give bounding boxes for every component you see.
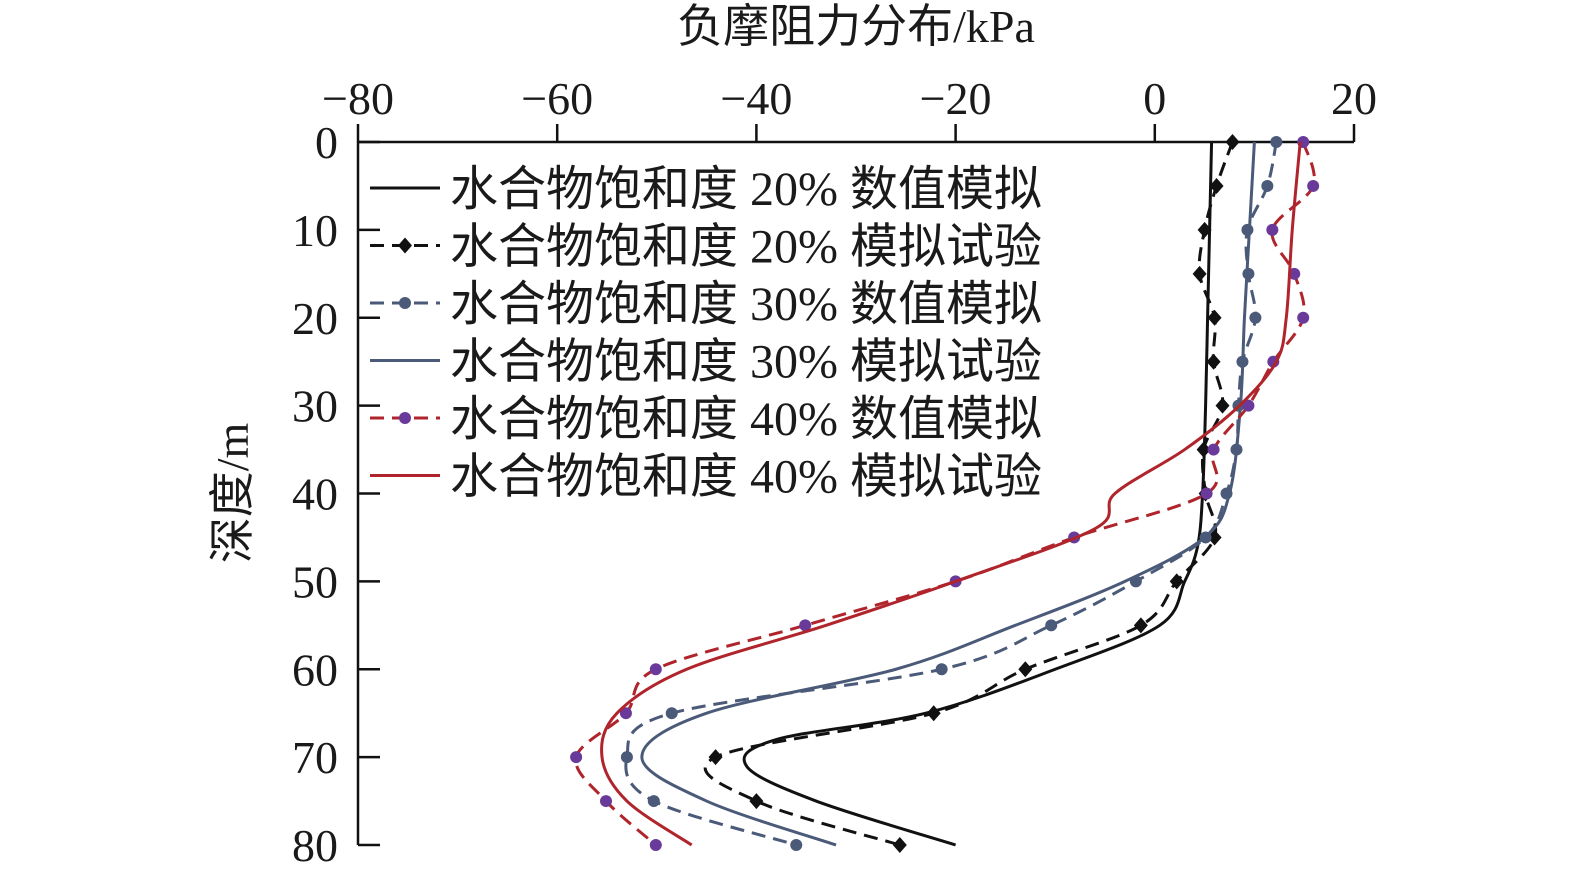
data-point-diamond bbox=[1225, 134, 1240, 150]
data-point-diamond bbox=[1192, 265, 1207, 282]
data-point-circle bbox=[1200, 487, 1213, 500]
data-point-diamond bbox=[1196, 441, 1211, 458]
y-axis-title: 深度/m bbox=[207, 423, 258, 564]
x-tick-label: −60 bbox=[521, 73, 593, 124]
data-point-circle bbox=[619, 707, 632, 720]
x-axis-title: 负摩阻力分布/kPa bbox=[677, 1, 1035, 52]
data-point-circle bbox=[1270, 136, 1283, 148]
data-point-circle bbox=[570, 751, 583, 764]
data-point-circle bbox=[1241, 223, 1254, 236]
data-point-diamond bbox=[1207, 309, 1222, 326]
legend-label: 水合物饱和度 30% 模拟试验 bbox=[450, 336, 1042, 389]
legend-label: 水合物饱和度 30% 数值模拟 bbox=[450, 278, 1042, 331]
data-point-circle bbox=[1266, 223, 1279, 236]
data-point-diamond bbox=[1018, 661, 1033, 678]
data-point-diamond bbox=[892, 837, 907, 853]
data-point-circle bbox=[647, 795, 660, 808]
series-line-1 bbox=[742, 141, 1214, 847]
plot-area bbox=[570, 134, 1320, 853]
data-point-circle bbox=[1045, 619, 1058, 632]
y-tick-label: 20 bbox=[292, 293, 338, 344]
data-point-circle bbox=[1261, 179, 1274, 192]
data-point-circle bbox=[649, 663, 662, 676]
data-point-diamond bbox=[1206, 353, 1221, 370]
data-point-circle bbox=[399, 412, 411, 424]
x-tick-label: −40 bbox=[720, 73, 792, 124]
data-point-circle bbox=[1242, 399, 1255, 412]
data-point-circle bbox=[1288, 267, 1301, 280]
x-tick-label: −20 bbox=[920, 73, 992, 124]
series-line-6 bbox=[600, 141, 1302, 847]
y-tick-label: 10 bbox=[292, 205, 338, 256]
data-point-diamond bbox=[398, 237, 412, 254]
data-point-diamond bbox=[926, 705, 941, 722]
y-tick-label: 40 bbox=[292, 469, 338, 520]
data-point-circle bbox=[790, 839, 803, 851]
data-point-circle bbox=[649, 839, 662, 851]
series-line-4 bbox=[640, 141, 1256, 847]
axes: −80 −60 −40 −20 0 20 0 10 20 30 40 50 60 70 80 bbox=[292, 73, 1377, 871]
data-point-diamond bbox=[749, 793, 764, 810]
data-point-circle bbox=[1307, 179, 1320, 192]
legend-label: 水合物饱和度 20% 数值模拟 bbox=[450, 163, 1042, 216]
data-point-circle bbox=[935, 663, 948, 676]
data-point-circle bbox=[1207, 443, 1220, 456]
data-point-circle bbox=[665, 707, 678, 720]
legend-label: 水合物饱和度 40% 模拟试验 bbox=[450, 451, 1042, 504]
data-point-circle bbox=[799, 619, 812, 632]
data-point-diamond bbox=[1215, 397, 1230, 414]
y-tick-label: 70 bbox=[292, 732, 338, 783]
data-point-diamond bbox=[1209, 177, 1224, 194]
x-tick-label: −80 bbox=[322, 73, 394, 124]
data-point-diamond bbox=[708, 749, 723, 766]
x-tick-label: 20 bbox=[1331, 73, 1377, 124]
y-tick-label: 50 bbox=[292, 556, 338, 607]
data-point-diamond bbox=[1197, 221, 1212, 238]
legend-label: 水合物饱和度 20% 模拟试验 bbox=[450, 221, 1042, 274]
data-point-circle bbox=[399, 297, 411, 309]
y-tick-label: 60 bbox=[292, 644, 338, 695]
data-point-circle bbox=[620, 751, 633, 764]
x-tick-label: 0 bbox=[1143, 73, 1166, 124]
y-tick-label: 0 bbox=[315, 117, 338, 168]
data-point-circle bbox=[1249, 311, 1262, 324]
data-point-diamond bbox=[1169, 573, 1184, 590]
data-point-diamond bbox=[1133, 617, 1148, 634]
data-point-circle bbox=[600, 795, 613, 808]
y-tick-label: 30 bbox=[292, 381, 338, 432]
legend-label: 水合物饱和度 40% 数值模拟 bbox=[450, 393, 1042, 446]
data-point-circle bbox=[1297, 311, 1310, 324]
y-tick-label: 80 bbox=[292, 820, 338, 871]
